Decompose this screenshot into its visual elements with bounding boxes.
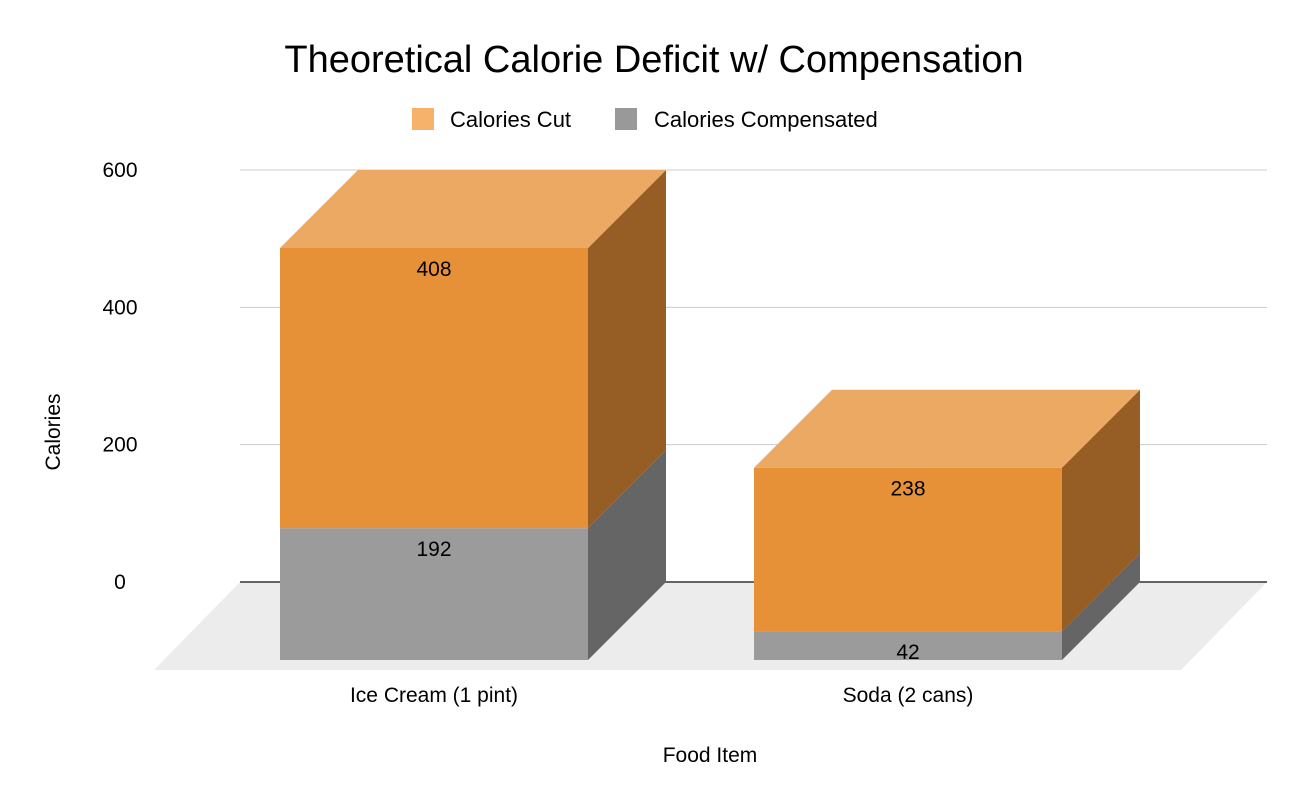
x-axis-title: Food Item [663,744,758,767]
bar-ice-cream-1-pint-calories-cut-side [588,170,666,529]
legend-swatch-calories-compensated [615,108,637,130]
legend-label-calories-cut: Calories Cut [450,107,571,132]
bar-ice-cream-1-pint-calories-compensated-side [588,450,666,660]
y-tick-label: 0 [114,571,126,594]
y-axis-title: Calories [42,393,65,470]
y-axis-ticks: 0 200 400 600 [102,159,137,594]
bar-ice-cream-1-pint-calories-cut-top [280,170,666,248]
x-category-label-soda-2-cans: Soda (2 cans) [843,684,974,707]
bar-ice-cream-1-pint-calories-cut-front [280,248,588,529]
bar-ice-cream-1-pint-calories-compensated-front [280,528,588,660]
legend-label-calories-compensated: Calories Compensated [654,107,878,132]
y-tick-label: 200 [102,434,137,457]
data-label-ice-cream-1-pint-calories-cut: 408 [416,258,451,281]
x-category-label-ice-cream-1-pint: Ice Cream (1 pint) [350,684,518,707]
data-label-soda-2-cans-calories-cut: 238 [890,478,925,501]
chart-title: Theoretical Calorie Deficit w/ Compensat… [284,39,1023,81]
bars [280,170,1140,660]
bar-soda-2-cans-calories-cut-side [1062,389,1140,632]
x-axis-categories: Ice Cream (1 pint) Soda (2 cans) [350,684,973,707]
bar-soda-2-cans-calories-cut-top [754,389,1140,468]
legend: Calories Cut Calories Compensated [412,107,878,132]
y-tick-label: 600 [102,159,137,182]
y-tick-label: 400 [102,296,137,319]
bar-soda-2-cans-calories-compensated-front [754,631,1062,660]
data-label-soda-2-cans-calories-compensated: 42 [896,641,919,664]
legend-swatch-calories-cut [412,108,434,130]
data-labels: 192 408 42 238 [416,258,925,664]
bar-soda-2-cans-calories-cut-front [754,467,1062,632]
data-label-ice-cream-1-pint-calories-compensated: 192 [416,538,451,561]
bar-soda-2-cans-calories-compensated-side [1062,553,1140,660]
